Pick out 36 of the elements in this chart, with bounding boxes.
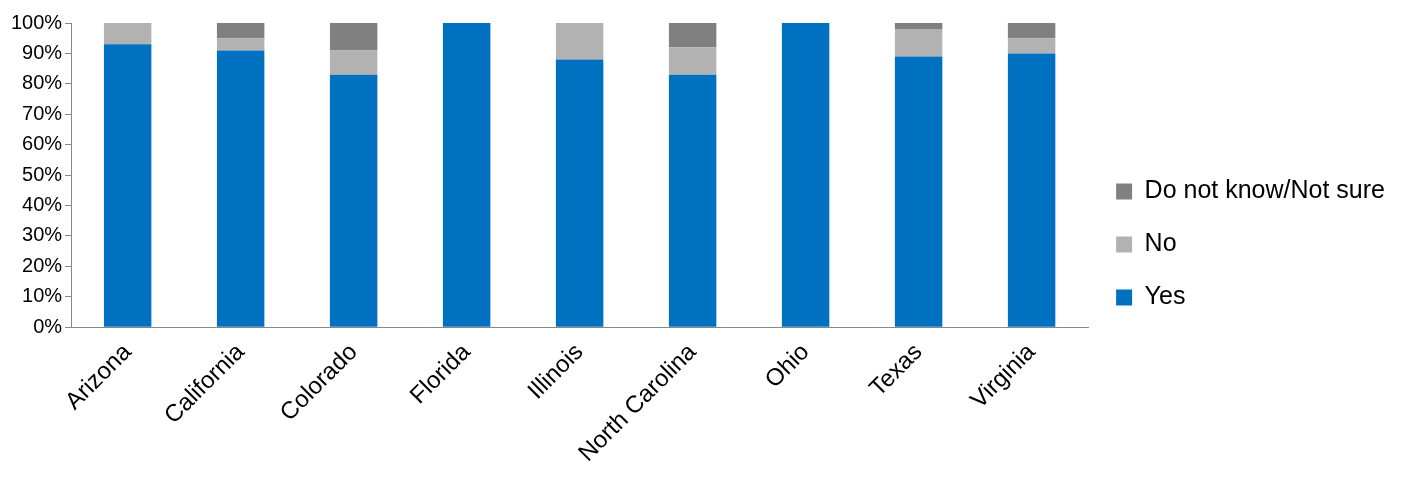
bar — [555, 59, 604, 327]
bar — [103, 23, 152, 45]
y-tick-label: 70% — [22, 101, 63, 124]
y-tick-label: 90% — [22, 40, 63, 63]
y-tick-label: 10% — [22, 284, 63, 307]
legend-label: Do not know/Not sure — [1144, 175, 1386, 204]
bar — [216, 23, 265, 39]
bar — [894, 23, 943, 30]
bar — [668, 74, 717, 327]
bar — [329, 50, 378, 75]
bar — [329, 23, 378, 51]
bar — [1007, 38, 1056, 54]
bar — [668, 47, 717, 75]
bar — [668, 23, 717, 48]
bar — [781, 23, 830, 327]
bar — [1007, 23, 1056, 39]
bar — [894, 56, 943, 327]
legend-label: Yes — [1144, 281, 1186, 310]
bar — [103, 44, 152, 327]
bar — [555, 23, 604, 60]
y-tick-label: 0% — [33, 314, 63, 337]
y-tick-label: 20% — [22, 253, 63, 276]
legend-label: No — [1144, 228, 1177, 257]
y-tick-label: 30% — [22, 223, 63, 246]
y-tick-label: 40% — [22, 193, 63, 216]
bar — [216, 50, 265, 327]
x-tick-label: Ohio — [758, 337, 814, 393]
y-tick-label: 60% — [22, 132, 63, 155]
bar — [442, 23, 491, 327]
bar — [329, 74, 378, 327]
y-tick-label: 50% — [22, 162, 63, 185]
y-tick-label: 80% — [22, 71, 63, 94]
y-tick-label: 100% — [11, 10, 63, 33]
bar — [1007, 53, 1056, 327]
bar — [894, 29, 943, 57]
bar — [216, 38, 265, 51]
